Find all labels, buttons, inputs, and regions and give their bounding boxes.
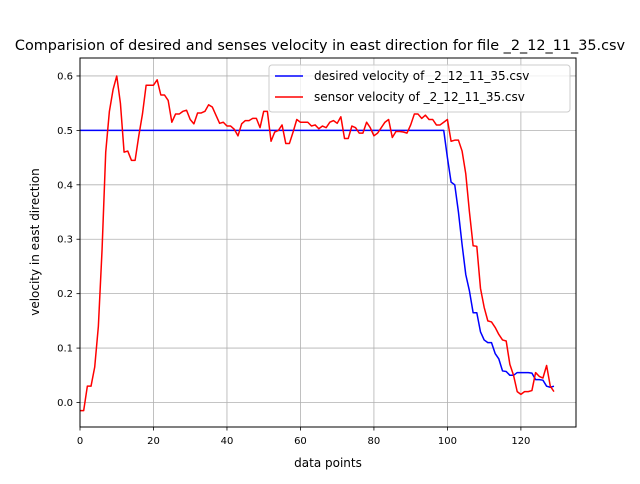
y-tick-label: 0.3: [57, 235, 73, 246]
sensor-velocity-line: [80, 75, 555, 412]
legend: desired velocity of _2_12_11_35.csvsenso…: [268, 64, 571, 113]
y-axis-label: velocity in east direction: [28, 168, 42, 316]
x-tick-label: 60: [294, 436, 307, 447]
legend-box: [268, 64, 571, 113]
legend-entry: sensor velocity of _2_12_11_35.csv: [314, 90, 525, 104]
x-tick-label: 0: [77, 436, 83, 447]
y-tick-label: 0.5: [57, 126, 73, 137]
chart-title: Comparision of desired and senses veloci…: [15, 38, 626, 54]
y-tick-label: 0.2: [57, 289, 73, 300]
data-series: [80, 75, 555, 412]
x-tick-label: 20: [147, 436, 160, 447]
y-tick-label: 0.0: [57, 398, 73, 409]
legend-entry: desired velocity of _2_12_11_35.csv: [314, 69, 529, 83]
x-axis-label: data points: [294, 456, 362, 470]
x-tick-label: 120: [511, 436, 530, 447]
plot-area-frame: [79, 57, 577, 428]
y-tick-label: 0.1: [57, 344, 73, 355]
y-tick-label: 0.6: [57, 71, 73, 82]
x-tick-label: 100: [438, 436, 457, 447]
x-tick-label: 80: [368, 436, 381, 447]
y-tick-label: 0.4: [57, 180, 73, 191]
axes: 0 20 40 60 80 100 120 0.0 0.1 0.2 0.3 0.4 0.5 0.6: [57, 71, 530, 447]
x-tick-label: 40: [221, 436, 234, 447]
